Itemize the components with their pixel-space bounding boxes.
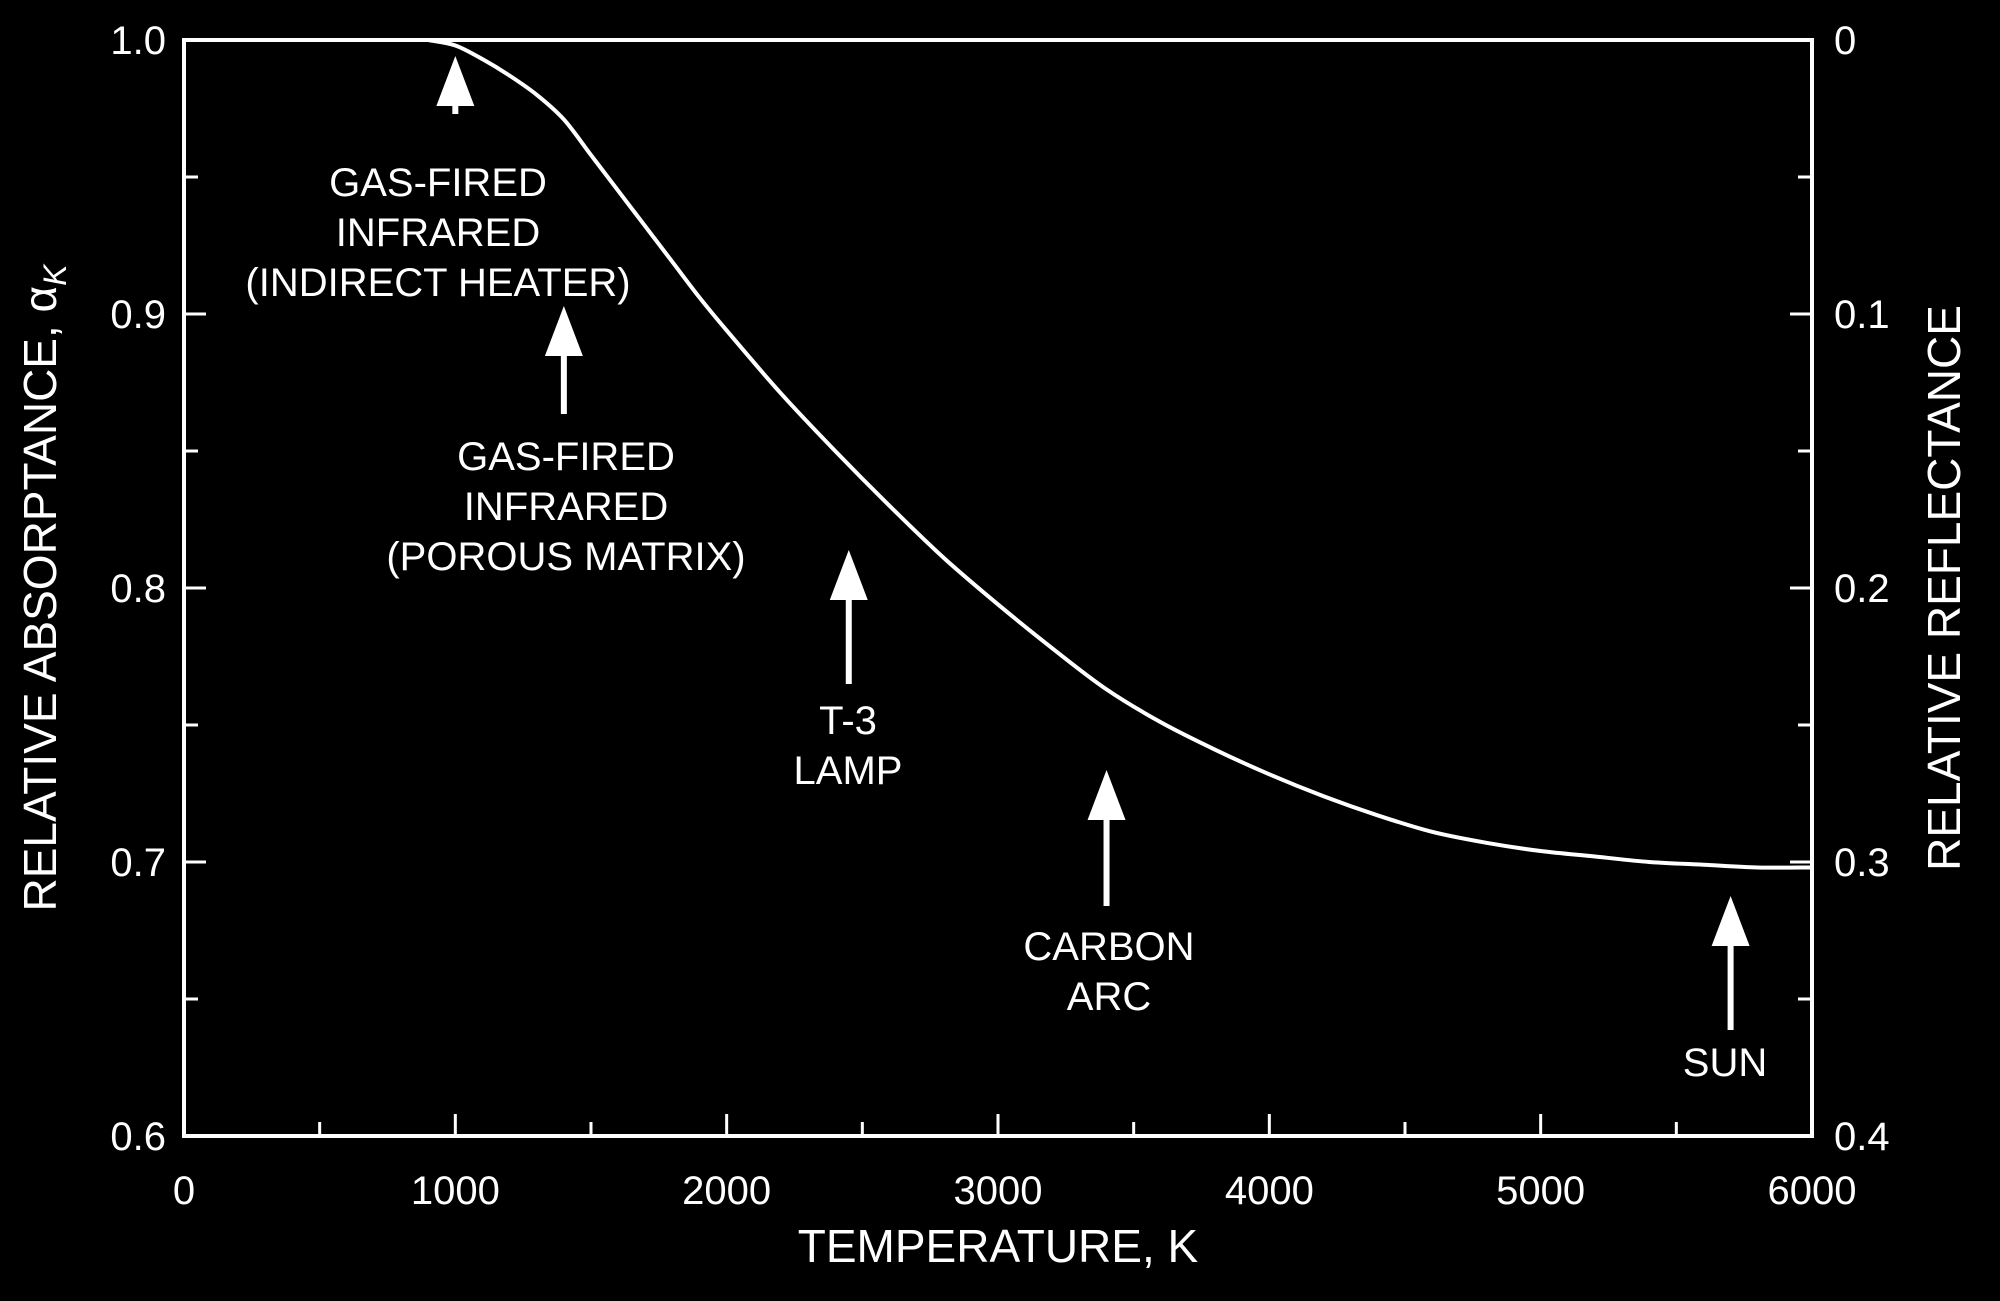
y-tick-label: 0.9	[110, 293, 166, 337]
x-tick-label: 5000	[1496, 1169, 1585, 1213]
y-axis-label: RELATIVE ABSORPTANCE, αK	[14, 263, 73, 912]
x-tick-label: 4000	[1225, 1169, 1314, 1213]
annotation-line: INFRARED	[464, 485, 668, 529]
y2-tick-label: 0.4	[1834, 1115, 1890, 1159]
annotation-line: INFRARED	[336, 211, 540, 255]
annotation-line: GAS-FIRED	[457, 435, 675, 479]
y-tick-label: 0.6	[110, 1115, 166, 1159]
x-tick-label: 1000	[411, 1169, 500, 1213]
annotation-line: LAMP	[794, 749, 903, 793]
annotation-arrow-icon	[1087, 770, 1126, 906]
annotation-label: GAS-FIRED INFRARED (INDIRECT HEATER)	[245, 161, 630, 305]
annotation-label: T-3 LAMP	[794, 699, 903, 793]
x-tick-label: 2000	[682, 1169, 771, 1213]
annotation-line: (POROUS MATRIX)	[386, 535, 745, 579]
y-tick-labels: 0.6 0.7 0.8 0.9 1.0	[110, 19, 166, 1159]
annotation-line: T-3	[819, 699, 877, 743]
absorptance-curve	[427, 38, 1813, 870]
annotation-label: GAS-FIRED INFRARED (POROUS MATRIX)	[386, 435, 745, 579]
annotation-line: (INDIRECT HEATER)	[245, 261, 630, 305]
annotation-arrow-icon	[1711, 896, 1750, 1030]
x-axis-label: TEMPERATURE, K	[798, 1220, 1199, 1272]
x-tick-label: 3000	[954, 1169, 1043, 1213]
y2-tick-label: 0.2	[1834, 567, 1890, 611]
y2-tick-label: 0	[1834, 19, 1856, 63]
x-tick-labels: 0 1000 2000 3000 4000 5000 6000	[173, 1169, 1857, 1213]
annotations: GAS-FIRED INFRARED (INDIRECT HEATER)GAS-FI…	[245, 56, 1767, 1085]
tick-marks	[184, 175, 1812, 1136]
annotation-arrow-icon	[544, 306, 583, 414]
y2-tick-label: 0.3	[1834, 841, 1890, 885]
y2-axis-label: RELATIVE REFLECTANCE	[1918, 305, 1970, 871]
y2-tick-labels: 0.4 0.3 0.2 0.1 0	[1834, 19, 1890, 1159]
annotation-arrow-icon	[829, 550, 868, 684]
annotation-line: ARC	[1067, 975, 1151, 1019]
y-axis-label-subscript: K	[37, 263, 73, 286]
annotation-line: GAS-FIRED	[329, 161, 547, 205]
y-tick-label: 1.0	[110, 19, 166, 63]
y-tick-label: 0.8	[110, 567, 166, 611]
x-tick-label: 6000	[1768, 1169, 1857, 1213]
y-axis-label-main: RELATIVE ABSORPTANCE, α	[14, 286, 66, 912]
y-tick-label: 0.7	[110, 841, 166, 885]
annotation-label: CARBON ARC	[1023, 925, 1194, 1019]
y2-tick-label: 0.1	[1834, 293, 1890, 337]
x-tick-label: 0	[173, 1169, 195, 1213]
annotation-line: CARBON	[1023, 925, 1194, 969]
annotation-arrow-icon	[436, 56, 475, 114]
annotation-label: SUN	[1683, 1041, 1767, 1085]
annotation-line: SUN	[1683, 1041, 1767, 1085]
